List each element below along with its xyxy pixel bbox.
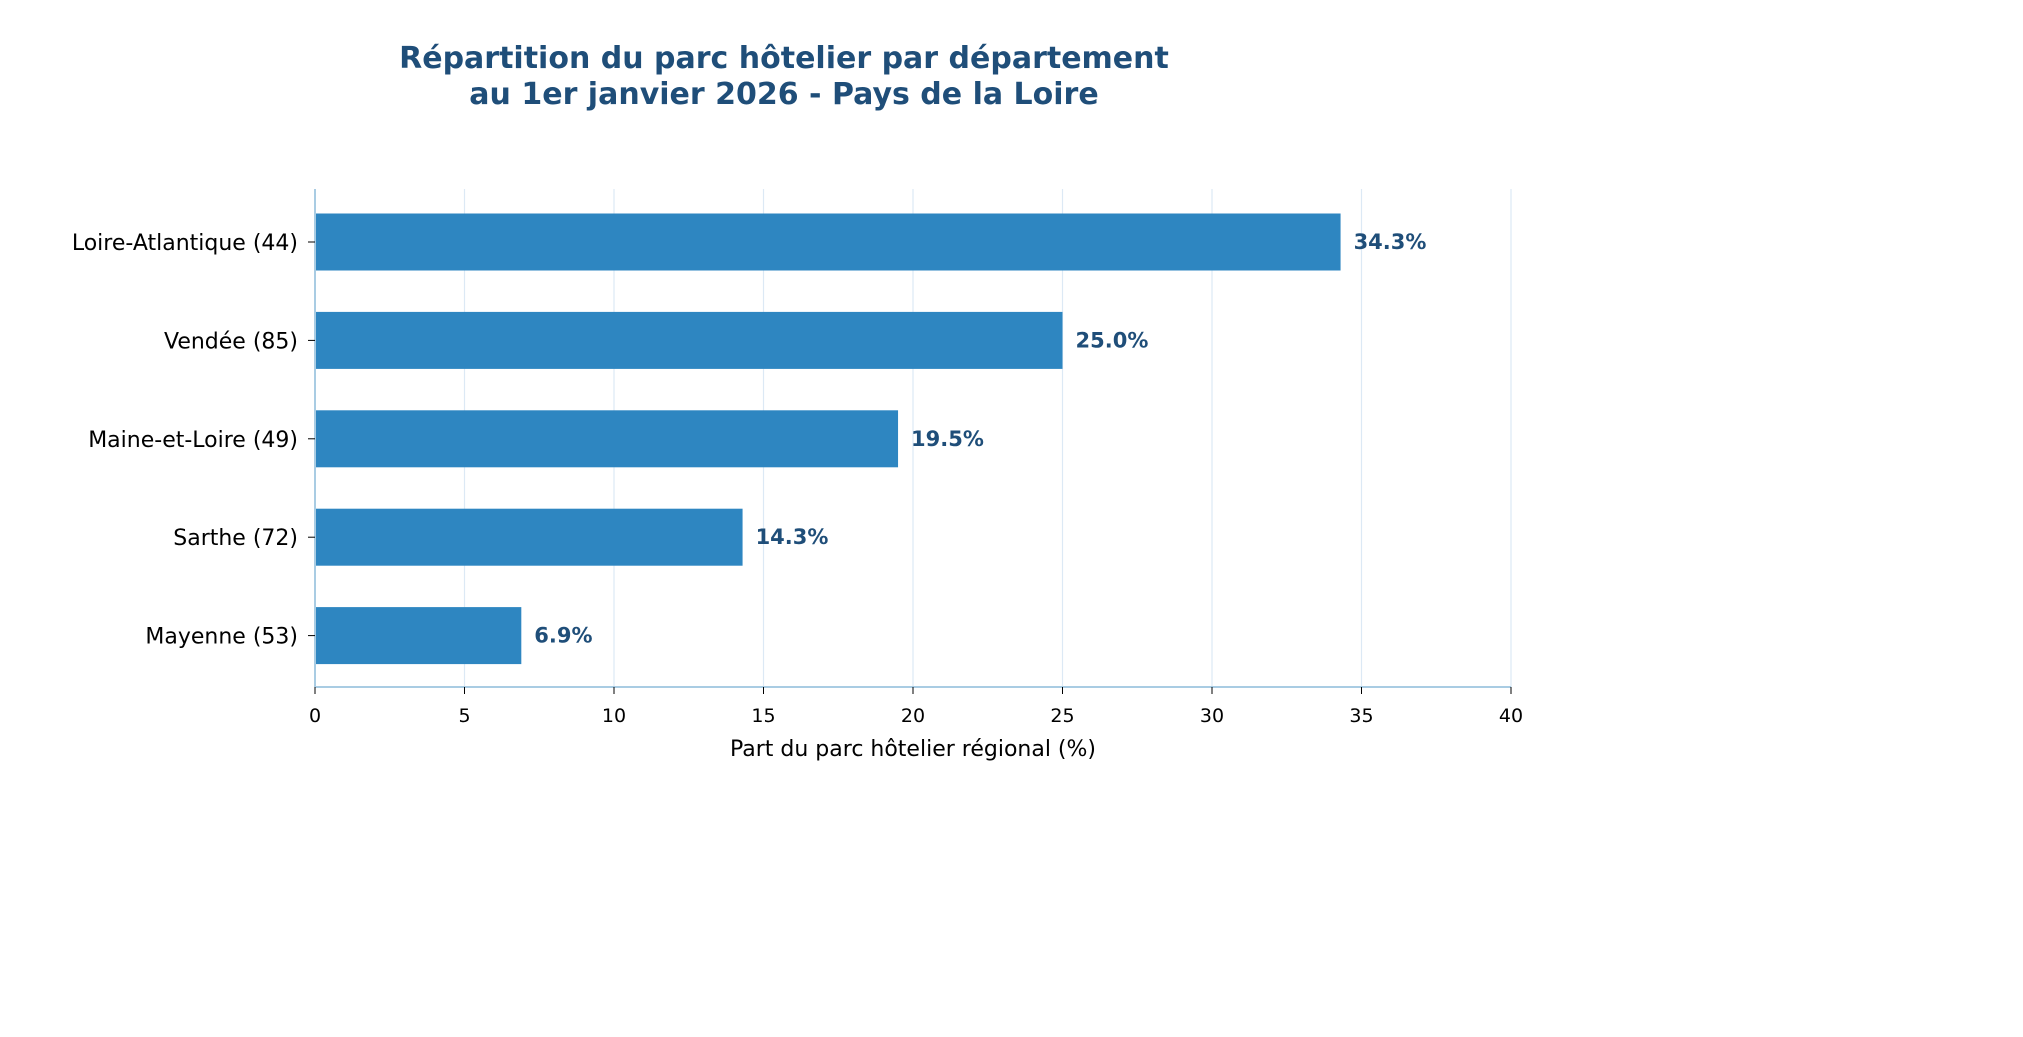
- x-tick-label-2: 10: [602, 705, 626, 727]
- data-label-0: 34.3%: [1354, 230, 1427, 254]
- x-tick-label-6: 30: [1200, 705, 1224, 727]
- chart-title-line-2: au 1er janvier 2026 - Pays de la Loire: [469, 77, 1098, 112]
- bars: [315, 213, 1341, 665]
- data-label-3: 14.3%: [756, 525, 829, 549]
- chart-title: Répartition du parc hôtelier par départe…: [399, 41, 1169, 112]
- x-tick-label-7: 35: [1349, 705, 1373, 727]
- y-tick-label-0: Loire-Atlantique (44): [72, 231, 298, 256]
- chart-title-line-1: Répartition du parc hôtelier par départe…: [399, 41, 1169, 76]
- y-tick-label-2: Maine-et-Loire (49): [88, 428, 298, 453]
- grid: [314, 189, 1512, 687]
- data-label-4: 6.9%: [534, 624, 592, 648]
- x-tick-label-3: 15: [751, 705, 775, 727]
- y-tick-label-3: Sarthe (72): [173, 526, 298, 551]
- x-tick-label-1: 5: [458, 705, 470, 727]
- data-label-2: 19.5%: [911, 427, 984, 451]
- x-tick-label-8: 40: [1499, 705, 1523, 727]
- x-axis-label: Part du parc hôtelier régional (%): [730, 737, 1096, 762]
- data-labels: 34.3% 25.0% 19.5% 14.3% 6.9%: [534, 230, 1426, 648]
- bar-3: [315, 508, 743, 566]
- x-axis-ticks: 0 5 10 15 20 25 30 35 40: [309, 687, 1523, 727]
- y-axis-ticks: Loire-Atlantique (44) Vendée (85) Maine-et…: [72, 231, 315, 650]
- x-tick-label-0: 0: [309, 705, 321, 727]
- chart: Répartition du parc hôtelier par départe…: [72, 41, 1523, 762]
- bar-4: [315, 607, 522, 665]
- x-tick-label-5: 25: [1050, 705, 1074, 727]
- bar-0: [315, 213, 1341, 271]
- x-tick-label-4: 20: [901, 705, 925, 727]
- y-tick-label-4: Mayenne (53): [145, 625, 298, 650]
- y-tick-label-1: Vendée (85): [164, 329, 298, 354]
- bar-1: [315, 311, 1063, 369]
- bar-2: [315, 410, 899, 468]
- data-label-1: 25.0%: [1076, 328, 1149, 352]
